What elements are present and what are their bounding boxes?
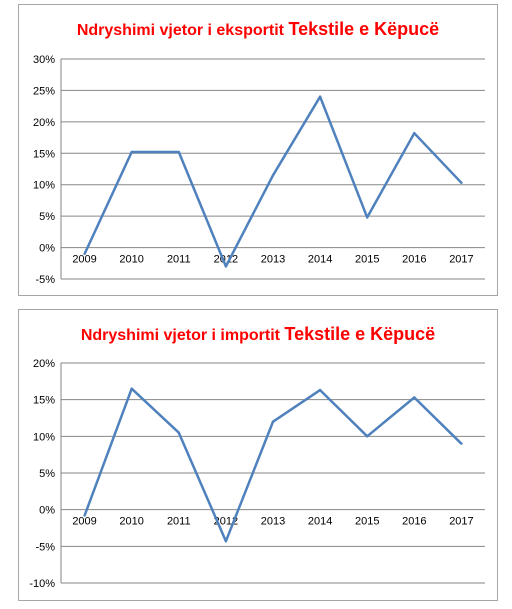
x-tick-label: 2013	[261, 254, 285, 266]
x-tick-label: 2014	[308, 516, 332, 528]
export-change-plot: 30%25%20%15%10%5%0%-5%2009 2010 2011 2012 20…	[33, 54, 485, 286]
data-point	[177, 431, 180, 434]
x-tick-label: 2015	[355, 254, 379, 266]
x-tick-label: 2016	[402, 254, 426, 266]
import-change-plot: 20%15%10%5%0%-5%-10%2009 2010 2011 2012 2013…	[29, 358, 485, 590]
data-point	[318, 388, 322, 392]
data-point	[413, 396, 416, 399]
x-tick-label: 2017	[449, 516, 473, 528]
x-tick-label: 2011	[167, 254, 191, 266]
x-tick-label: 2009	[72, 254, 96, 266]
data-point	[271, 420, 275, 423]
x-tick-label: 2015	[355, 516, 379, 528]
data-point	[460, 442, 463, 445]
x-tick-label: 2014	[308, 254, 332, 266]
y-tick-label: 30%	[33, 54, 55, 66]
chart-title-part1: Ndryshimi vjetor i eksportit	[76, 22, 284, 39]
data-point	[318, 95, 322, 98]
y-tick-label: -5%	[35, 274, 55, 286]
export-change-chart: Ndryshimi vjetor i eksportit Tekstile e …	[18, 4, 498, 296]
y-tick-label: 5%	[39, 211, 55, 223]
x-tick-label: 2011	[167, 516, 191, 528]
y-tick-label: 0%	[39, 505, 55, 517]
y-tick-label: 20%	[33, 117, 55, 129]
x-tick-label: 2017	[449, 254, 473, 266]
data-point	[460, 181, 463, 185]
data-point	[271, 174, 275, 177]
data-point	[366, 216, 369, 219]
chart-title-part1: Ndryshimi vjetor i importit	[80, 327, 280, 344]
x-tick-label: 2010	[119, 254, 143, 266]
y-tick-label: 25%	[33, 85, 55, 97]
data-point	[83, 252, 86, 256]
data-point	[130, 150, 133, 154]
chart-title: Ndryshimi vjetor i eksportit Tekstile e …	[19, 19, 497, 40]
data-point	[413, 131, 416, 135]
chart-title-part2: Tekstile e Këpucë	[284, 324, 436, 344]
y-tick-label: 15%	[33, 395, 55, 407]
import-change-chart: Ndryshimi vjetor i importit Tekstile e K…	[18, 309, 498, 601]
y-tick-label: 0%	[39, 243, 55, 255]
x-tick-label: 2013	[261, 516, 285, 528]
data-point	[224, 540, 228, 543]
data-point	[83, 514, 86, 517]
x-tick-label: 2010	[119, 516, 143, 528]
y-tick-label: -10%	[29, 578, 55, 590]
x-tick-label: 2016	[402, 516, 426, 528]
data-point	[177, 150, 180, 154]
chart-title: Ndryshimi vjetor i importit Tekstile e K…	[19, 324, 497, 345]
y-tick-label: 20%	[33, 358, 55, 370]
y-tick-label: -5%	[35, 541, 55, 553]
data-point	[130, 387, 133, 390]
y-tick-label: 15%	[33, 148, 55, 160]
y-tick-label: 10%	[33, 431, 55, 443]
data-point	[224, 265, 228, 268]
chart-title-part2: Tekstile e Këpucë	[288, 19, 440, 39]
data-point	[366, 435, 369, 438]
y-tick-label: 10%	[33, 180, 55, 192]
x-tick-label: 2009	[72, 516, 96, 528]
y-tick-label: 5%	[39, 468, 55, 480]
